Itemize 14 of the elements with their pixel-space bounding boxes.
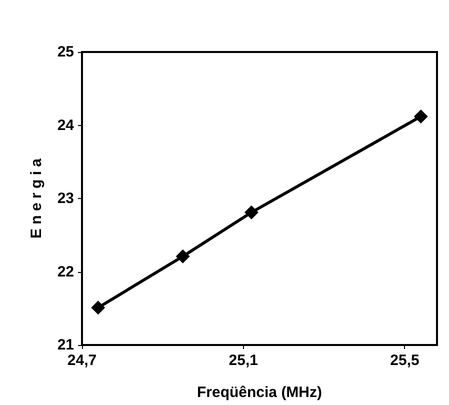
y-axis-title: E n e r g i a (28, 158, 45, 239)
y-tick-label: 25 (57, 44, 74, 60)
y-tick-label: 21 (57, 336, 74, 354)
point (176, 249, 190, 264)
y-tick-label: 24 (57, 116, 75, 134)
point (244, 205, 258, 220)
x-tick-label: 25,1 (228, 352, 258, 369)
y-tick-label: 22 (57, 263, 74, 280)
point (414, 109, 428, 124)
point (91, 300, 106, 315)
y-tick-label: 23 (57, 190, 74, 207)
x-tick-label: 24,7 (67, 352, 97, 369)
x-tick-label: 25,5 (390, 352, 420, 369)
x-axis-title: Freqüência (MHz) (196, 384, 322, 401)
